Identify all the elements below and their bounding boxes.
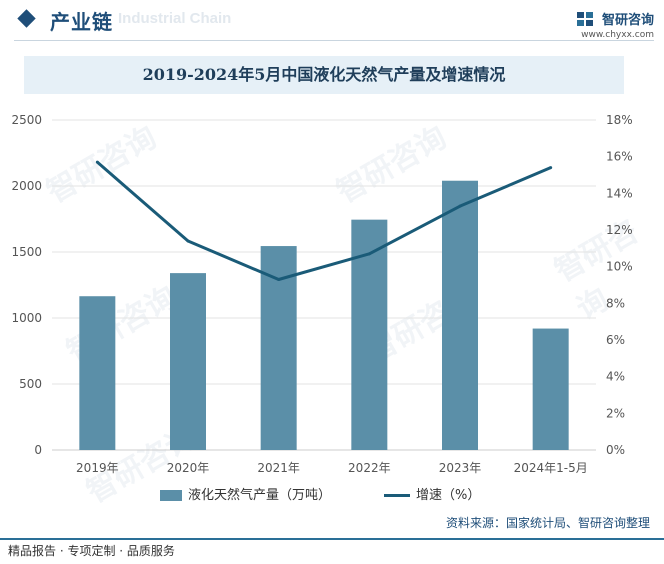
y-right-tick-label: 2%: [606, 406, 625, 420]
diamond-icon: [17, 9, 36, 28]
footer-divider: [0, 538, 664, 540]
x-tick-label: 2024年1-5月: [514, 461, 588, 475]
y-left-tick-label: 1500: [11, 245, 42, 259]
growth-point: [549, 166, 553, 170]
header-watermark: Industrial Chain: [118, 10, 232, 27]
legend: 液化天然气产量（万吨） 增速（%）: [0, 486, 664, 506]
y-right-tick-label: 12%: [606, 223, 633, 237]
growth-line: [96, 161, 552, 281]
chart-title-band: 2019-2024年5月中国液化天然气产量及增速情况: [24, 56, 624, 94]
legend-label-growth: 增速（%）: [416, 488, 481, 503]
bar: [532, 328, 569, 450]
y-right-tick-label: 0%: [606, 443, 625, 457]
y-right-tick-label: 6%: [606, 333, 625, 347]
brand-url: www.chyxx.com: [581, 30, 654, 40]
y-right-tick-label: 18%: [606, 113, 633, 127]
bar: [442, 180, 478, 450]
y-left-tick-label: 2500: [11, 113, 42, 127]
header-divider: [14, 40, 654, 41]
header: Industrial Chain 产业链 智研咨询 www.chyxx.com: [0, 0, 664, 48]
chart-title: 2019-2024年5月中国液化天然气产量及增速情况: [142, 65, 506, 84]
growth-point: [277, 278, 281, 281]
chart-plot: 0 500 1000 1500 2000 2500 0% 2% 4% 6% 8% 10% 12% 14% 1…: [11, 113, 633, 475]
y-left-tick-label: 500: [19, 377, 42, 391]
y-right-tick-label: 14%: [606, 186, 633, 200]
y-right-tick-label: 10%: [606, 260, 633, 274]
y-left-tick-label: 1000: [11, 311, 42, 325]
footer-tagline: 精品报告 · 专项定制 · 品质服务: [8, 544, 175, 558]
section-title: 产业链: [50, 10, 113, 34]
y-right-tick-label: 4%: [606, 370, 625, 384]
y-right-tick-label: 16%: [606, 150, 633, 164]
growth-point: [95, 160, 99, 164]
bar: [170, 273, 206, 450]
data-source: 资料来源：国家统计局、智研咨询整理: [445, 516, 650, 530]
logo-icon: [576, 11, 593, 26]
legend-swatch-line: [384, 494, 410, 497]
brand-name: 智研咨询: [601, 13, 654, 28]
x-tick-label: 2023年: [439, 461, 482, 475]
y-left-tick-label: 2000: [11, 179, 42, 193]
y-right-tick-label: 8%: [606, 296, 625, 310]
bar: [79, 296, 116, 450]
x-tick-label: 2020年: [167, 461, 210, 475]
growth-point: [458, 204, 462, 208]
legend-swatch-bar: [160, 490, 182, 501]
legend-item-growth[interactable]: 增速（%）: [384, 486, 480, 506]
brand-logo[interactable]: 智研咨询 www.chyxx.com: [576, 8, 654, 40]
x-tick-label: 2021年: [257, 461, 300, 475]
growth-point: [186, 239, 190, 243]
x-tick-label: 2019年: [76, 461, 119, 475]
legend-item-production[interactable]: 液化天然气产量（万吨）: [160, 486, 331, 506]
y-left-tick-label: 0: [34, 443, 42, 457]
growth-point: [367, 252, 371, 256]
legend-label-production: 液化天然气产量（万吨）: [188, 488, 332, 503]
x-tick-label: 2022年: [348, 461, 391, 475]
